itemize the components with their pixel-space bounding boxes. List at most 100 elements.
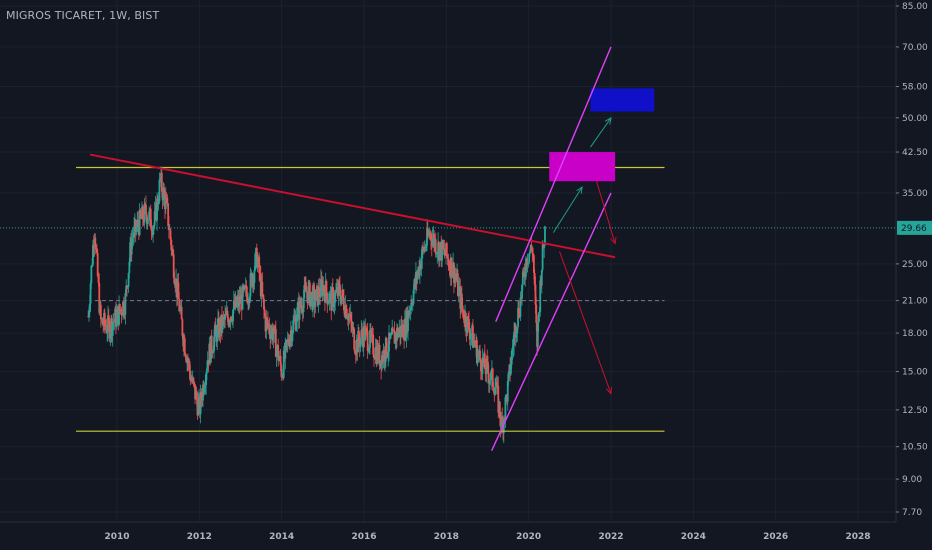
price-tick-58.00: 58.00 — [902, 83, 928, 93]
candle-body — [327, 301, 329, 305]
candle-body — [246, 294, 249, 303]
candle-body — [370, 333, 373, 337]
candle-body — [369, 329, 371, 348]
candle-body — [302, 298, 305, 313]
candle-body — [273, 326, 276, 334]
candle-body — [488, 380, 491, 384]
candle-body — [313, 289, 316, 307]
candle-body — [160, 172, 163, 192]
time-axis-bg — [0, 522, 896, 550]
candle-body — [369, 329, 372, 337]
candle-body — [165, 196, 168, 198]
candle-body — [510, 364, 512, 374]
candle-body — [535, 304, 538, 323]
candle-body — [303, 285, 306, 299]
candle-body — [468, 330, 471, 340]
candle-body — [296, 307, 299, 322]
trendline-red_resistance — [89, 153, 616, 259]
candle-body — [163, 187, 166, 194]
candle-body — [307, 286, 310, 304]
candle-body — [515, 333, 518, 338]
candle-body — [197, 400, 200, 416]
candle-body — [205, 373, 208, 385]
candle-body — [213, 336, 215, 352]
candle-body — [525, 258, 527, 277]
candle-body — [157, 201, 160, 204]
price-tick-10.50: 10.50 — [902, 443, 928, 453]
candle-body — [308, 282, 311, 307]
candle-body — [101, 318, 104, 325]
candle-body — [544, 226, 546, 246]
candle-body — [517, 307, 520, 317]
candle-body — [476, 353, 479, 363]
candle-body — [501, 416, 504, 423]
candle-body — [131, 238, 134, 240]
candle-body — [460, 293, 463, 306]
candle-body — [156, 198, 159, 204]
candle-body — [309, 295, 312, 307]
candle-body — [292, 320, 295, 333]
candle-body — [331, 287, 333, 311]
candle-body — [275, 348, 278, 357]
candle-body — [280, 365, 283, 377]
candle-body — [332, 289, 335, 307]
candle-body — [365, 328, 368, 332]
candle-body — [133, 226, 135, 238]
candle-body — [97, 276, 100, 283]
candle-body — [213, 324, 216, 337]
candle-body — [391, 328, 394, 335]
candle-body — [453, 262, 455, 283]
candle-body — [334, 292, 337, 303]
candle-body — [384, 361, 386, 363]
candle-body — [527, 262, 530, 264]
arrow-teal_up_1 — [552, 187, 582, 233]
arrow-teal_up_2 — [590, 118, 611, 148]
price-tick-25.00: 25.00 — [902, 260, 928, 270]
candle-body — [255, 248, 258, 268]
candle-body — [530, 245, 533, 250]
candle-body — [497, 385, 500, 413]
candle-body — [389, 334, 392, 339]
candle-body — [305, 291, 308, 293]
candle-body — [425, 245, 428, 249]
candle-body — [519, 297, 522, 317]
price-tick-70.00: 70.00 — [902, 43, 928, 53]
price-tick-35.00: 35.00 — [902, 189, 928, 199]
candle-body — [147, 220, 150, 222]
price-axis[interactable]: 85.00 70.00 58.00 50.00 42.50 35.00 29.66 25.00… — [895, 0, 932, 550]
candle-body — [248, 296, 251, 304]
candle-body — [195, 391, 198, 400]
candle-body — [445, 243, 448, 256]
candle-body — [513, 331, 515, 346]
candle-body — [227, 317, 230, 326]
candle-body — [380, 355, 383, 369]
candle-body — [472, 340, 475, 348]
candle-body — [232, 309, 234, 322]
candle-body — [470, 334, 473, 336]
candle-body — [323, 285, 325, 292]
candle-body — [171, 250, 174, 255]
candle-body — [434, 239, 437, 254]
candle-body — [109, 332, 112, 339]
candle-body — [284, 342, 287, 359]
price-tick-12.50: 12.50 — [902, 406, 928, 416]
candle-body — [378, 344, 381, 366]
candle-body — [148, 211, 151, 221]
candle-body — [353, 328, 356, 350]
candle-body — [451, 274, 454, 278]
candle-body — [531, 249, 534, 254]
time-tick-2010: 2010 — [104, 532, 129, 542]
candle-body — [143, 204, 146, 223]
candle-body — [441, 241, 443, 261]
candle-body — [188, 361, 191, 371]
candle-body — [156, 198, 158, 221]
candle-body — [443, 248, 446, 255]
candle-body — [245, 285, 248, 295]
candle-body — [357, 330, 360, 353]
time-tick-2020: 2020 — [516, 532, 541, 542]
candle-body — [516, 326, 519, 334]
time-axis[interactable]: 2010 2012 2014 2016 2018 2020 2022 2024 2026 2028 — [0, 521, 896, 550]
candle-body — [521, 271, 524, 285]
candle-body — [421, 246, 424, 259]
